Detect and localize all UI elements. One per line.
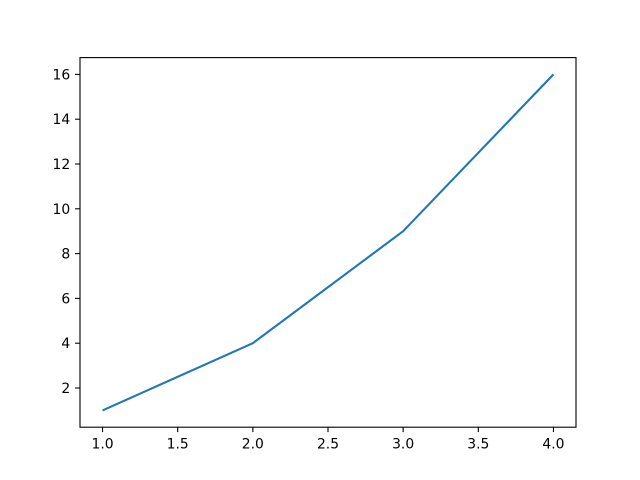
axes-frame: [79, 57, 577, 428]
x-tick-label: 2.5: [317, 437, 339, 453]
x-tick-label: 2.0: [242, 437, 264, 453]
y-tick-label: 14: [53, 112, 71, 128]
x-tick-label: 1.5: [167, 437, 189, 453]
y-tick-label: 12: [53, 157, 71, 173]
y-tick-label: 2: [61, 381, 70, 397]
y-tick-label: 6: [61, 291, 70, 307]
plot-area: [80, 57, 576, 428]
x-tick-label: 3.5: [467, 437, 489, 453]
y-tick-label: 16: [53, 67, 71, 83]
y-tick-label: 4: [61, 336, 70, 352]
y-tick-label: 10: [53, 202, 71, 218]
x-tick-label: 4.0: [542, 437, 564, 453]
x-tick-label: 3.0: [392, 437, 414, 453]
x-tick-label: 1.0: [91, 437, 113, 453]
data-line: [102, 73, 555, 412]
y-tick-label: 8: [61, 247, 70, 263]
